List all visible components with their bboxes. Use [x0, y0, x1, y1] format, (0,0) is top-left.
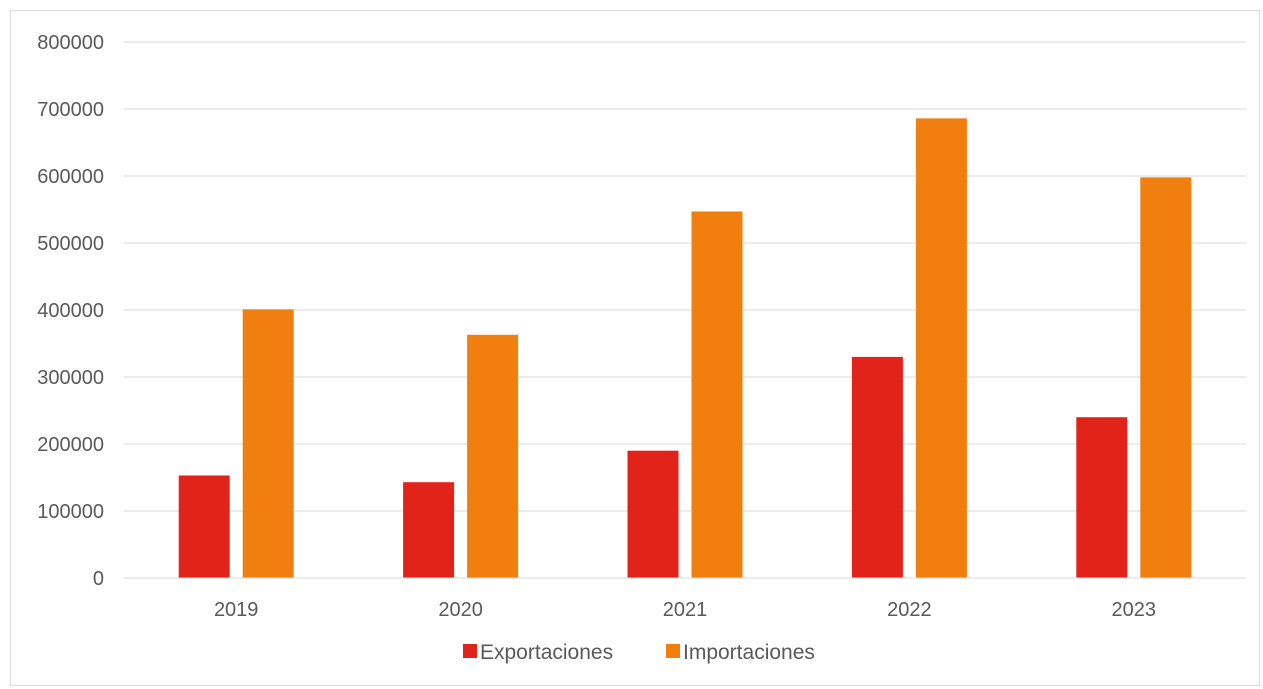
legend-swatch [463, 644, 477, 658]
x-tick-label: 2023 [1112, 599, 1157, 621]
bar-importaciones-2019 [242, 309, 294, 578]
bar-importaciones-2023 [1140, 177, 1192, 578]
x-tick-label: 2020 [438, 599, 483, 621]
y-tick-label: 500000 [37, 233, 104, 255]
y-tick-label: 100000 [37, 501, 104, 523]
y-axis-tick-labels: 0 100000 200000 300000 400000 500000 600000 700… [37, 32, 104, 590]
x-axis-tick-labels: 2019 2020 2021 2022 2023 [214, 599, 1156, 621]
bar-importaciones-2022 [915, 118, 967, 578]
x-tick-label: 2022 [887, 599, 932, 621]
x-tick-label: 2019 [214, 599, 259, 621]
bars [178, 118, 1192, 578]
y-tick-label: 800000 [37, 32, 104, 54]
legend-label: Importaciones [683, 641, 815, 664]
bar-exportaciones-2022 [851, 356, 903, 578]
legend-swatch [666, 644, 680, 658]
bar-importaciones-2020 [467, 334, 519, 578]
gridlines [124, 41, 1246, 512]
y-tick-label: 300000 [37, 367, 104, 389]
legend-label: Exportaciones [480, 641, 613, 664]
x-tick-label: 2021 [663, 599, 708, 621]
bar-exportaciones-2020 [403, 482, 455, 578]
y-tick-label: 700000 [37, 99, 104, 121]
bar-exportaciones-2021 [627, 450, 679, 578]
y-tick-label: 200000 [37, 434, 104, 456]
bar-importaciones-2021 [691, 211, 743, 578]
y-tick-label: 600000 [37, 166, 104, 188]
bar-exportaciones-2023 [1076, 417, 1128, 578]
bar-exportaciones-2019 [178, 475, 230, 578]
y-tick-label: 0 [93, 568, 104, 590]
legend: Exportaciones Importaciones [463, 641, 815, 664]
y-tick-label: 400000 [37, 300, 104, 322]
